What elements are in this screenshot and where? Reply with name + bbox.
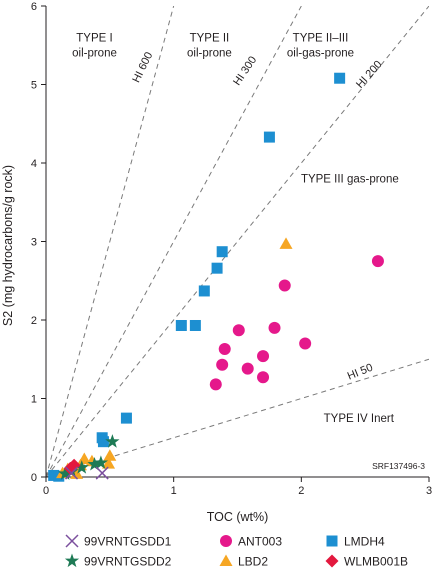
hi-label: HI 300 — [231, 54, 259, 88]
x-tick-label: 1 — [171, 485, 177, 497]
hi-label: HI 200 — [354, 59, 385, 91]
legend-item: LMDH4 — [326, 535, 385, 549]
hi-label: HI 600 — [130, 50, 155, 84]
data-point — [189, 319, 201, 331]
data-point — [175, 319, 187, 331]
data-point — [218, 343, 231, 356]
legend-marker — [325, 554, 339, 568]
data-point — [241, 362, 254, 375]
data-point — [58, 466, 73, 480]
data-point — [87, 456, 102, 471]
data-point — [371, 255, 384, 268]
plot-area: HI 600 HI 300 HI 200 HI 50 TYPE I oil-prone TY… — [1, 1, 432, 524]
data-point — [216, 246, 228, 258]
x-tick-label: 0 — [43, 485, 49, 497]
y-tick-label: 6 — [31, 1, 37, 13]
data-point — [263, 131, 275, 143]
legend: 99VRNTGSDD1 99VRNTGSDD2 ANT003 LBD2 LMDH4 WLM… — [64, 534, 408, 569]
legend-marker — [219, 554, 233, 566]
data-point — [334, 72, 346, 84]
data-point — [97, 436, 109, 448]
legend-label: 99VRNTGSDD1 — [84, 535, 172, 549]
series-ant003 — [209, 255, 384, 391]
data-point — [105, 434, 120, 448]
series-99vrntgsdd1 — [65, 466, 109, 480]
zone-label: TYPE II — [190, 32, 230, 44]
zone-label: oil-prone — [187, 47, 232, 59]
figure-id: SRF137496-3 — [372, 461, 425, 471]
legend-label: ANT003 — [238, 535, 282, 549]
zone-label: TYPE IV Inert — [324, 413, 395, 425]
data-point — [120, 412, 132, 424]
data-point — [232, 324, 245, 337]
data-point — [198, 285, 210, 297]
zone-label: oil-prone — [72, 47, 117, 59]
y-tick-label: 4 — [31, 158, 37, 170]
legend-item: LBD2 — [219, 554, 268, 569]
data-point — [74, 460, 89, 474]
legend-marker — [220, 535, 232, 547]
legend-item: 99VRNTGSDD2 — [64, 553, 172, 569]
legend-item: 99VRNTGSDD1 — [65, 534, 172, 549]
series-lmdh4 — [48, 72, 346, 482]
legend-marker — [65, 534, 79, 548]
x-tick-label: 2 — [298, 485, 304, 497]
data-point — [102, 457, 116, 469]
series-lbd2 — [56, 237, 293, 479]
data-point — [211, 262, 223, 274]
data-point — [257, 350, 270, 363]
data-point — [278, 279, 291, 292]
data-point — [299, 337, 312, 350]
legend-item: ANT003 — [220, 535, 282, 549]
zone-label: TYPE III gas-prone — [301, 174, 399, 186]
hi-line-hi-300 — [46, 6, 302, 477]
data-point — [95, 466, 109, 480]
legend-marker — [326, 535, 338, 547]
x-tick-label: 3 — [426, 485, 432, 497]
data-point — [103, 449, 117, 461]
y-tick-label: 2 — [31, 315, 37, 327]
hi-line-hi-600 — [46, 6, 175, 477]
x-axis-title: TOC (wt%) — [207, 510, 269, 524]
data-point — [216, 358, 229, 371]
data-point — [65, 466, 79, 480]
zone-label: oil-gas-prone — [287, 47, 354, 59]
legend-item: WLMB001B — [325, 554, 408, 569]
y-axis-title: S2 (mg hydrocarbons/g rock) — [1, 165, 15, 326]
zone-label: TYPE I — [76, 32, 112, 44]
legend-marker — [64, 553, 80, 568]
legend-label: LMDH4 — [344, 535, 385, 549]
legend-label: LBD2 — [238, 555, 268, 569]
data-point — [209, 378, 222, 391]
y-tick-label: 0 — [31, 472, 37, 484]
y-tick-label: 1 — [31, 394, 37, 406]
legend-label: 99VRNTGSDD2 — [84, 555, 172, 569]
data-point — [268, 321, 281, 334]
data-point — [279, 237, 293, 249]
hi-line-hi-200 — [46, 6, 429, 477]
hi-label: HI 50 — [346, 362, 375, 383]
zone-label: TYPE II–III — [293, 32, 349, 44]
y-tick-label: 3 — [31, 237, 37, 249]
data-point — [257, 371, 270, 384]
y-tick-label: 5 — [31, 80, 37, 92]
legend-label: WLMB001B — [344, 555, 408, 569]
